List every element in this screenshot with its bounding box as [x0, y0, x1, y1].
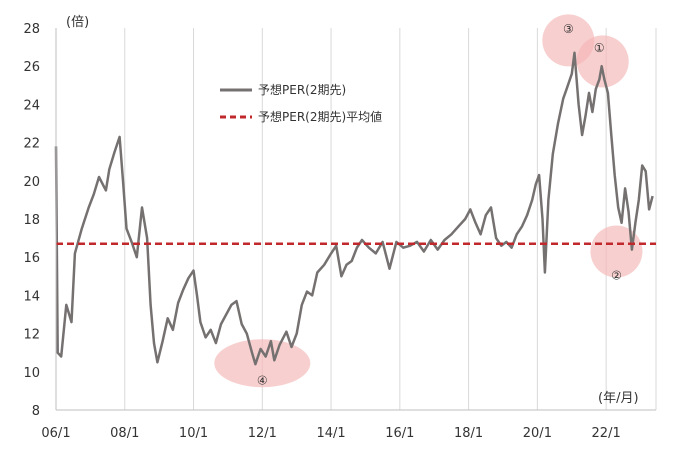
- x-axis-unit: (年/月): [598, 391, 639, 406]
- y-tick-label: 22: [23, 137, 40, 152]
- x-tick-label: 10/1: [179, 426, 208, 441]
- y-tick-label: 28: [23, 22, 40, 37]
- annotation-label: ①: [594, 41, 605, 55]
- annotation-markers: ① ② ③ ④: [257, 22, 622, 387]
- y-tick-label: 26: [23, 60, 40, 75]
- y-tick-label: 8: [32, 404, 40, 419]
- y-tick-label: 16: [23, 251, 40, 266]
- highlight-circle: [590, 225, 643, 278]
- vertical-gridlines: [55, 28, 657, 410]
- y-tick-label: 24: [23, 98, 40, 113]
- legend-label-average: 予想PER(2期先)平均値: [258, 109, 382, 124]
- annotation-label: ③: [563, 22, 574, 36]
- y-axis-unit: (倍): [66, 15, 89, 30]
- legend-label-per: 予想PER(2期先): [258, 82, 346, 97]
- annotation-label: ②: [611, 268, 622, 282]
- annotation-label: ④: [257, 373, 268, 387]
- y-tick-label: 18: [23, 213, 40, 228]
- y-tick-label: 10: [23, 366, 40, 381]
- x-tick-label: 20/1: [523, 426, 552, 441]
- x-tick-label: 14/1: [316, 426, 345, 441]
- highlight-circle: [542, 14, 595, 67]
- series-line-per: [54, 51, 654, 366]
- legend: 予想PER(2期先) 予想PER(2期先)平均値: [220, 82, 382, 124]
- highlight-circle: [214, 339, 311, 388]
- y-tick-label: 20: [23, 175, 40, 190]
- x-axis: 06/1 08/1 10/1 12/1 14/1 16/1 18/1 20/1 22/1: [41, 409, 656, 441]
- x-tick-label: 18/1: [454, 426, 483, 441]
- x-tick-label: 08/1: [110, 426, 139, 441]
- y-tick-label: 12: [23, 328, 40, 343]
- highlight-circles: [214, 14, 643, 388]
- x-tick-label: 12/1: [248, 426, 277, 441]
- x-tick-label: 06/1: [41, 426, 70, 441]
- y-tick-label: 14: [23, 289, 40, 304]
- x-tick-label: 22/1: [592, 426, 621, 441]
- x-tick-label: 16/1: [385, 426, 414, 441]
- series-lines: [54, 51, 656, 366]
- y-axis: 8 10 12 14 16 18 20 22 24 26 28: [23, 22, 57, 419]
